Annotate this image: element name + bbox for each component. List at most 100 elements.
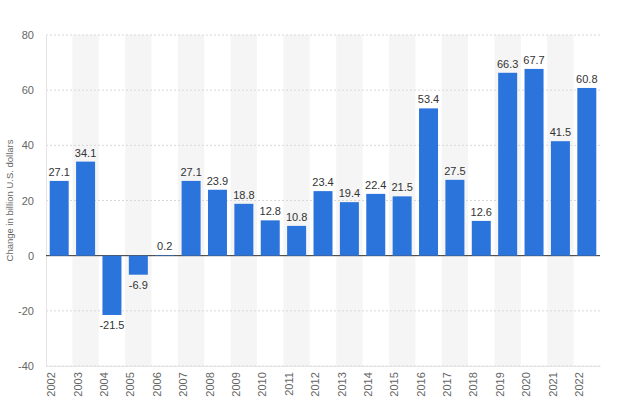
x-tick: 2021: [547, 372, 559, 396]
data-label: 23.4: [312, 176, 333, 188]
data-label: 66.3: [497, 58, 518, 70]
bar: [551, 141, 570, 255]
x-tick: 2003: [72, 372, 84, 396]
y-tick: -40: [18, 360, 34, 372]
grid-line: [46, 35, 600, 36]
x-tick: 2014: [362, 372, 374, 396]
x-tick: 2019: [494, 372, 506, 396]
x-tick: 2002: [45, 372, 57, 396]
axis-line: [47, 366, 601, 367]
x-tick: 2020: [520, 372, 532, 396]
x-tick: 2005: [124, 372, 136, 396]
data-label: 67.7: [523, 54, 544, 66]
x-tick: 2012: [309, 372, 321, 396]
bar: [314, 191, 333, 256]
x-tick: 2017: [441, 372, 453, 396]
x-tick-label: 2005: [124, 372, 136, 396]
data-label: 12.8: [260, 205, 281, 217]
bar: [577, 88, 596, 256]
x-tick-label: 2020: [520, 372, 532, 396]
data-label: 27.1: [180, 166, 201, 178]
grid-line: [46, 310, 600, 311]
x-tick: 2016: [415, 372, 427, 396]
data-labels: 27.134.1-21.5-6.90.227.123.918.812.810.8…: [48, 54, 597, 331]
chart: -40-200204060802002200320042005200620072…: [0, 0, 640, 410]
x-tick: 2022: [573, 372, 585, 396]
bar: [76, 162, 95, 256]
x-tick-label: 2014: [362, 372, 374, 396]
data-label: 34.1: [75, 147, 96, 159]
x-tick-label: 2006: [151, 372, 163, 396]
data-label: 18.8: [233, 189, 254, 201]
data-label: -6.9: [129, 279, 148, 291]
x-tick-label: 2017: [441, 372, 453, 396]
plot: -40-200204060802002200320042005200620072…: [18, 29, 600, 397]
data-label: 53.4: [418, 93, 439, 105]
x-tick: 2007: [177, 372, 189, 396]
x-tick-label: 2010: [256, 372, 268, 396]
x-tick: 2015: [388, 372, 400, 396]
bar: [287, 226, 306, 256]
x-tick-label: 2016: [415, 372, 427, 396]
y-tick-label: 60: [22, 84, 34, 96]
x-tick-label: 2009: [230, 372, 242, 396]
bar: [393, 196, 412, 255]
x-tick-label: 2011: [283, 372, 295, 396]
y-axis-title: Change in billion U.S. dollars: [4, 139, 15, 261]
data-label: 21.5: [391, 181, 412, 193]
y-tick-label: 20: [22, 195, 34, 207]
data-label: 23.9: [207, 175, 228, 187]
bar: [182, 181, 201, 256]
bar: [50, 181, 69, 256]
x-tick-label: 2015: [388, 372, 400, 396]
x-tick-label: 2013: [336, 372, 348, 396]
y-tick: 40: [22, 139, 34, 151]
bar: [208, 190, 227, 256]
y-tick-label: -40: [18, 360, 34, 372]
bar: [155, 255, 174, 257]
bar: [472, 221, 491, 256]
column-band: [231, 35, 257, 366]
data-label: 0.2: [157, 240, 172, 252]
x-tick: 2013: [336, 372, 348, 396]
bar: [129, 256, 148, 275]
column-band: [547, 35, 573, 366]
bar: [366, 194, 385, 256]
y-axis: -40 -20 0 20 40 60 80: [18, 29, 46, 372]
y-tick-label: 0: [28, 250, 34, 262]
x-tick-label: 2019: [494, 372, 506, 396]
y-tick: 20: [22, 195, 34, 207]
bar: [445, 180, 464, 256]
data-label: 60.8: [576, 73, 597, 85]
x-tick-label: 2018: [467, 372, 479, 396]
column-band: [72, 35, 98, 366]
data-label: 27.1: [48, 166, 69, 178]
column-band: [389, 35, 415, 366]
x-tick: 2011: [283, 372, 295, 396]
bar: [419, 108, 438, 255]
data-label: -21.5: [99, 319, 124, 331]
column-band: [494, 35, 520, 366]
x-tick: 2010: [256, 372, 268, 396]
y-tick-label: -20: [18, 305, 34, 317]
y-tick: 60: [22, 84, 34, 96]
column-band: [178, 35, 204, 366]
x-tick-label: 2002: [45, 372, 57, 396]
x-tick: 2008: [204, 372, 216, 396]
bar: [102, 256, 121, 315]
x-tick-label: 2004: [98, 372, 110, 396]
y-tick: 80: [22, 29, 34, 41]
y-tick-label: 40: [22, 139, 34, 151]
y-tick: 0: [28, 250, 34, 262]
x-tick-label: 2008: [204, 372, 216, 396]
bars: [50, 69, 597, 315]
x-axis: 2002 2003 2004 2005 2006 2007 2008 2009 2010 2011…: [45, 367, 600, 397]
x-tick: 2018: [467, 372, 479, 396]
bar: [234, 204, 253, 256]
bar: [261, 220, 280, 255]
x-tick-label: 2003: [72, 372, 84, 396]
y-tick-label: 80: [22, 29, 34, 41]
axis-line: [46, 36, 47, 367]
x-tick-label: 2012: [309, 372, 321, 396]
bar: [340, 202, 359, 256]
